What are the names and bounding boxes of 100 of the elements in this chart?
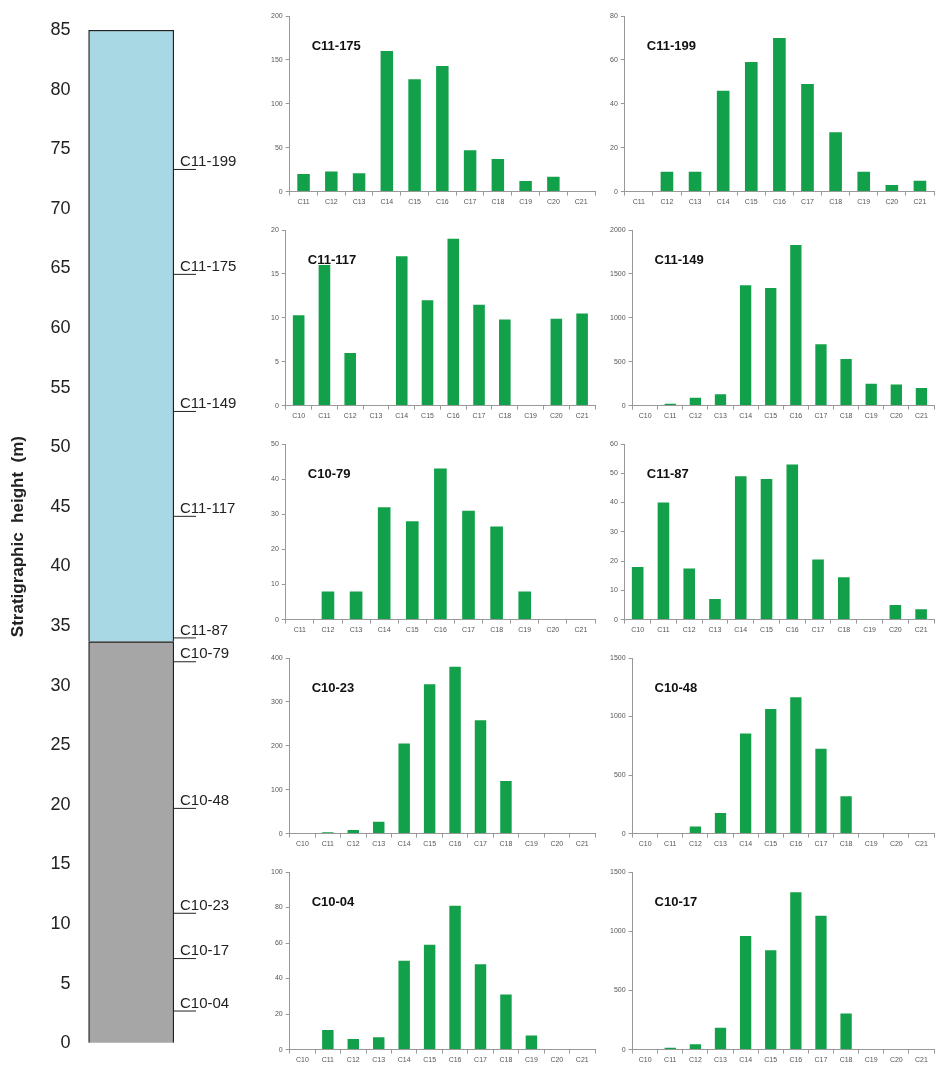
bar (436, 66, 449, 192)
bar (347, 1038, 360, 1050)
bar (660, 171, 674, 192)
bar (688, 171, 702, 192)
bar (380, 51, 394, 192)
bar (500, 780, 512, 834)
bar (657, 502, 670, 620)
text: C10-23 (311, 679, 355, 695)
bar (714, 813, 727, 834)
bar (790, 244, 802, 406)
ref-line-label: C10-48 (180, 791, 230, 809)
bar (423, 684, 436, 834)
bar (744, 62, 758, 192)
bar (490, 526, 503, 620)
ref-line-label: C10-23 (180, 895, 230, 913)
text: C11-117 (307, 251, 357, 267)
bar (631, 566, 644, 620)
ref-line-label: C10-04 (180, 993, 230, 1011)
y-tick-label: 15 (50, 853, 71, 874)
bar (829, 132, 842, 192)
bar (434, 468, 447, 620)
bar (714, 394, 727, 406)
bar (519, 181, 532, 192)
bar (865, 383, 877, 406)
bar (760, 479, 773, 620)
bar (790, 697, 802, 834)
bar (473, 304, 485, 406)
y-tick-label: 55 (50, 376, 71, 397)
bar (474, 720, 487, 834)
bar (373, 821, 385, 834)
bar (739, 285, 752, 406)
y-tick-label: 75 (50, 138, 71, 159)
bar (815, 344, 827, 406)
y-tick-label: 70 (50, 197, 71, 218)
text: C11-87 (646, 465, 689, 481)
bar (840, 359, 852, 406)
ref-line-label: C10-17 (180, 941, 230, 959)
y-tick-label: 10 (50, 912, 71, 933)
bar (915, 388, 928, 406)
bar (408, 79, 421, 192)
bar (765, 708, 777, 834)
bar (801, 84, 814, 192)
text: C10-17 (654, 893, 698, 909)
bar (500, 994, 512, 1050)
bar (499, 319, 511, 406)
text: C10-04 (311, 893, 356, 909)
bar (347, 830, 360, 834)
bar (838, 577, 850, 620)
bar (790, 892, 802, 1050)
bar (321, 591, 335, 620)
bar (889, 604, 902, 620)
y-tick-label: 5 (60, 972, 71, 993)
text: C11-175 (311, 37, 361, 53)
bar (474, 964, 487, 1050)
text: C11-199 (646, 37, 696, 53)
y-tick-label: 25 (50, 734, 71, 755)
bar (449, 666, 461, 834)
y-tick-label: 0 (60, 1032, 71, 1053)
y-tick-label: 65 (50, 257, 71, 278)
bar (689, 397, 702, 406)
bar (518, 591, 532, 620)
bar (765, 287, 777, 406)
bar (812, 559, 824, 620)
y-tick-label: 80 (50, 78, 71, 99)
y-tick-label: 85 (50, 18, 71, 39)
bar (913, 180, 927, 192)
bar (395, 256, 408, 406)
ref-line-label: C11-149 (180, 394, 237, 412)
bar (840, 1013, 852, 1050)
bar (709, 599, 721, 620)
bar (449, 905, 461, 1050)
bar (739, 935, 752, 1050)
bar (815, 915, 827, 1050)
bar (786, 464, 799, 620)
bar (405, 521, 419, 620)
ref-line-label: C11-199 (180, 152, 237, 170)
bar (352, 173, 366, 192)
ref-line-label: C11-87 (180, 620, 229, 638)
bar (840, 796, 852, 834)
bar (773, 37, 786, 192)
y-tick-label: 50 (50, 436, 71, 457)
bar (398, 960, 410, 1050)
ref-line-label: C10-79 (180, 644, 230, 662)
bar (765, 950, 777, 1050)
bar (890, 384, 902, 406)
bar (318, 265, 331, 406)
bar (421, 300, 434, 406)
bar (297, 174, 310, 192)
ref-line-label: C11-117 (180, 498, 236, 516)
bar (739, 733, 752, 834)
y-tick-label: 60 (50, 316, 71, 337)
y-axis-title: Stratigraphic height (m) (7, 436, 27, 638)
bar (463, 150, 477, 192)
text: C10-48 (654, 679, 698, 695)
text: C10-79 (307, 465, 351, 481)
y-tick-label: 40 (50, 555, 71, 576)
bar (398, 743, 410, 834)
bar (447, 238, 460, 406)
bar (576, 313, 588, 406)
bar (344, 352, 356, 406)
